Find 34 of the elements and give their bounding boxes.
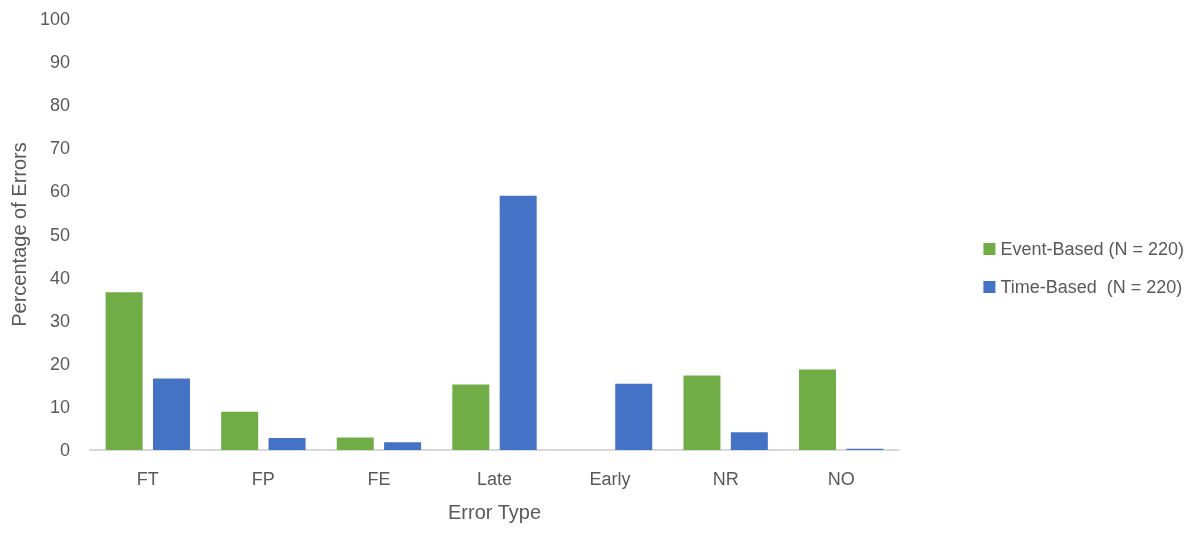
bar bbox=[384, 442, 422, 450]
y-tick-label: 90 bbox=[49, 52, 70, 73]
bar bbox=[799, 369, 837, 450]
y-tick-label: 50 bbox=[49, 224, 70, 245]
x-tick-label: FT bbox=[136, 469, 159, 489]
bar bbox=[452, 384, 490, 450]
y-tick-label: 20 bbox=[49, 353, 70, 374]
y-tick-label: 80 bbox=[49, 95, 70, 116]
y-tick-label: 0 bbox=[59, 440, 70, 460]
y-tick-label: 30 bbox=[49, 310, 70, 331]
bar bbox=[615, 383, 653, 450]
bar bbox=[730, 432, 768, 450]
y-axis-title: Percentage of Errors bbox=[8, 142, 31, 327]
bar bbox=[336, 437, 374, 450]
bar bbox=[221, 411, 259, 450]
x-tick-label: FP bbox=[251, 469, 275, 489]
x-axis-title: Error Type bbox=[448, 501, 541, 523]
x-tick-label: Late bbox=[476, 469, 513, 489]
y-tick-label: 100 bbox=[39, 9, 70, 29]
bar bbox=[152, 378, 190, 450]
x-tick-label: Early bbox=[589, 469, 631, 489]
bar bbox=[268, 437, 306, 450]
bar bbox=[683, 375, 721, 450]
legend-label: Time-Based (N = 220) bbox=[1000, 277, 1183, 297]
legend-label: Event-Based (N = 220) bbox=[1000, 239, 1185, 259]
y-tick-label: 40 bbox=[49, 267, 70, 288]
y-tick-label: 70 bbox=[49, 138, 70, 159]
x-tick-label: NO bbox=[827, 469, 855, 489]
x-tick-label: FE bbox=[367, 469, 391, 489]
y-tick-label: 60 bbox=[49, 181, 70, 202]
y-tick-label: 10 bbox=[49, 396, 70, 417]
x-tick-label: NR bbox=[712, 469, 739, 489]
bar bbox=[499, 195, 537, 450]
bar bbox=[105, 292, 143, 450]
